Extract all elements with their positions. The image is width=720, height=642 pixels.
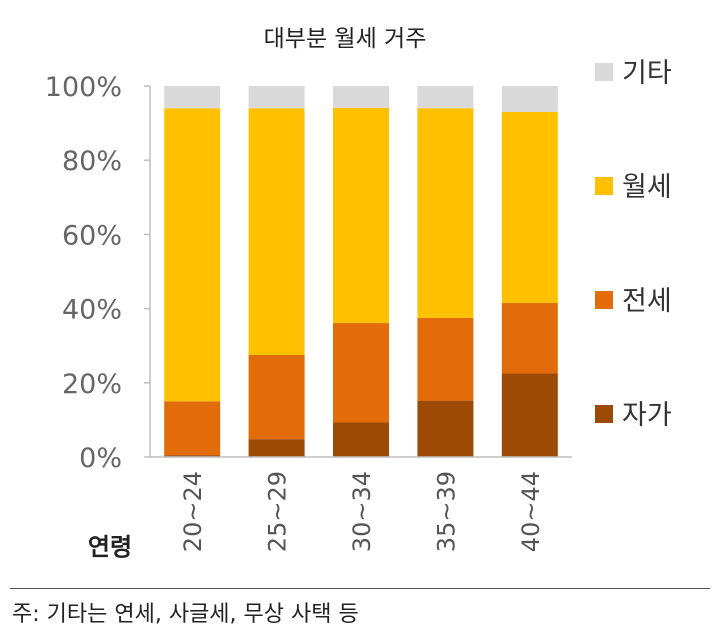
bar-segment bbox=[248, 86, 305, 109]
bar-segment bbox=[164, 401, 221, 456]
x-tick-label: 25~29 bbox=[264, 471, 292, 552]
legend-label: 기타 bbox=[622, 58, 672, 89]
bar-segment bbox=[417, 317, 474, 401]
chart-title: 대부분 월세 거주 bbox=[264, 26, 427, 52]
y-tick-label: 20% bbox=[62, 369, 122, 400]
x-tick-label: 35~39 bbox=[432, 471, 460, 552]
bar-segment bbox=[164, 108, 221, 402]
bar-segment bbox=[248, 354, 305, 440]
bar-segment bbox=[248, 108, 305, 355]
bar-segment bbox=[248, 439, 305, 457]
bar-segment bbox=[164, 86, 221, 109]
legend-label: 전세 bbox=[622, 286, 672, 317]
footnote: 주: 기타는 연세, 사글세, 무상 사택 등 bbox=[12, 602, 359, 627]
bar-segment bbox=[417, 86, 474, 109]
legend-label: 월세 bbox=[622, 172, 672, 203]
bar-segment bbox=[333, 86, 389, 108]
y-tick-label: 60% bbox=[62, 220, 122, 251]
footnote-divider bbox=[10, 588, 710, 589]
legend-swatch bbox=[595, 405, 613, 423]
bar-segment bbox=[333, 107, 389, 324]
plot-area: 0% 20% 40% 60% 80% 100% 20~24 25~29 30~34 35~39 40… bbox=[45, 72, 572, 552]
legend-swatch bbox=[595, 291, 613, 309]
bar-segment bbox=[501, 86, 558, 112]
x-tick-label: 20~24 bbox=[179, 471, 207, 552]
bar-segment bbox=[333, 422, 389, 457]
bar-segment bbox=[417, 400, 474, 457]
legend-label: 자가 bbox=[622, 400, 672, 431]
x-tick-label: 30~34 bbox=[348, 471, 376, 552]
y-tick-label: 0% bbox=[79, 443, 122, 474]
x-tick-label: 40~44 bbox=[517, 471, 545, 552]
legend-swatch bbox=[595, 63, 613, 81]
bar-segment bbox=[501, 303, 558, 374]
legend-swatch bbox=[595, 177, 613, 195]
y-tick-label: 80% bbox=[62, 146, 122, 177]
x-axis-label: 연령 bbox=[88, 533, 132, 561]
bar-segment bbox=[417, 108, 474, 318]
bar-segment bbox=[164, 455, 221, 457]
bar-segment bbox=[501, 373, 558, 457]
stacked-bar-chart: 대부분 월세 거주 0% 20% 40% 60% 80% 100% 20~24 25~29 30… bbox=[45, 26, 672, 561]
bar-segment bbox=[501, 111, 558, 304]
y-tick-label: 40% bbox=[62, 295, 122, 326]
y-tick-label: 100% bbox=[45, 72, 122, 103]
bar-segment bbox=[333, 323, 389, 423]
